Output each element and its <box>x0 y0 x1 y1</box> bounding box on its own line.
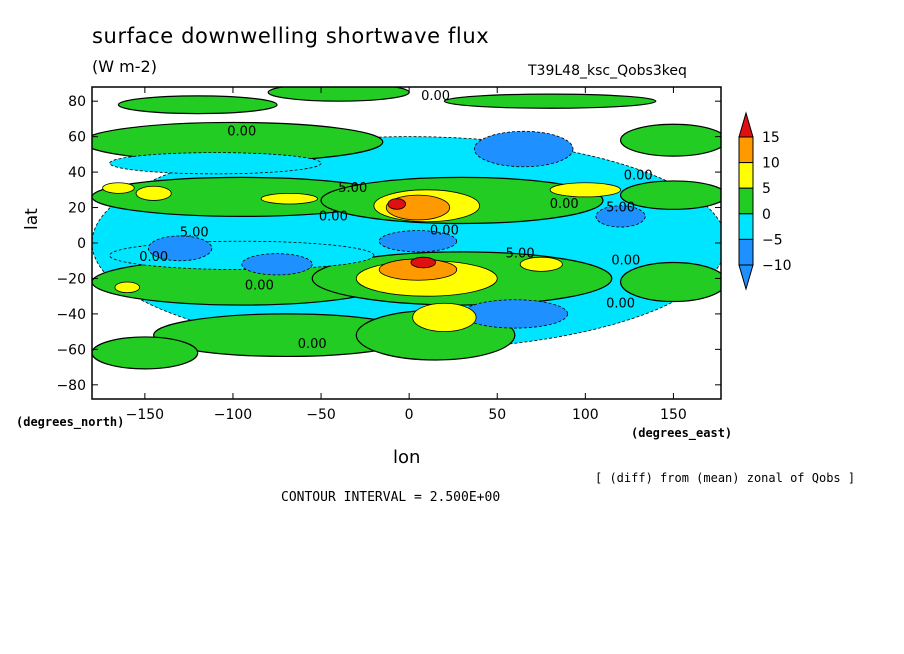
y-tick-label: −80 <box>56 378 86 394</box>
contour-label: 0.00 <box>430 224 459 239</box>
colorbar-label: 0 <box>762 207 771 223</box>
contour-region <box>519 256 563 272</box>
colorbar-box <box>738 136 754 164</box>
colorbar-box <box>738 187 754 215</box>
contour-region <box>619 261 721 303</box>
contour-region <box>619 180 721 210</box>
footnote: [ (diff) from (mean) zonal of Qobs ] <box>595 471 856 485</box>
y-ticks: 80 60 40 20 0 −20 −40 −60 −80 <box>56 94 721 394</box>
colorbar-arrow-bottom <box>738 264 754 291</box>
contour-region <box>410 256 436 269</box>
contour-label: 5.00 <box>180 225 209 240</box>
contour-region <box>378 230 458 253</box>
contour-region <box>241 253 313 276</box>
contour-region <box>412 302 477 333</box>
colorbar-box <box>738 238 754 266</box>
contour-region <box>267 87 410 102</box>
contour-label: 0.00 <box>319 209 348 224</box>
contour-region <box>473 130 574 168</box>
contour-region <box>117 95 278 115</box>
colorbar-box <box>738 213 754 240</box>
contour-label: 5.00 <box>338 181 367 196</box>
contour-region <box>549 182 621 198</box>
contour-label: 5.00 <box>606 201 635 216</box>
x-tick-label: 100 <box>572 407 599 423</box>
y-axis-units: (degrees_north) <box>16 415 125 429</box>
contour-label: 0.00 <box>550 197 579 212</box>
colorbar: 15 10 5 0 −5 −10 <box>738 111 792 291</box>
contour-label: 0.00 <box>139 250 168 265</box>
contour-label: 0.00 <box>606 296 635 311</box>
colorbar-label: −5 <box>762 232 783 248</box>
y-tick-label: −60 <box>56 342 86 358</box>
contour-region <box>147 235 213 262</box>
y-tick-label: 40 <box>68 165 86 181</box>
contour-label: 5.00 <box>506 247 535 262</box>
run-id-label: T39L48_ksc_Qobs3keq <box>528 63 687 79</box>
contour-region <box>109 152 322 175</box>
contour-region <box>461 299 569 329</box>
colorbar-label: 10 <box>762 156 780 172</box>
contour-region <box>260 192 318 205</box>
contour-region <box>102 182 135 194</box>
filled-contours <box>92 87 721 370</box>
contour-label: 0.00 <box>298 337 327 352</box>
contour-label: 0.00 <box>245 279 274 294</box>
contour-region <box>135 185 172 201</box>
colorbar-box <box>738 162 754 189</box>
y-tick-label: −40 <box>56 307 86 323</box>
y-tick-label: 20 <box>68 201 86 217</box>
x-tick-label: −50 <box>306 407 336 423</box>
chart-title: surface downwelling shortwave flux <box>92 24 490 48</box>
contour-label: 0.00 <box>227 124 256 139</box>
contour-region <box>619 123 721 157</box>
y-tick-label: 60 <box>68 130 86 146</box>
colorbar-label: 5 <box>762 181 771 197</box>
x-tick-label: 0 <box>405 407 414 423</box>
chart-units: (W m-2) <box>92 57 157 76</box>
contour-interval: CONTOUR INTERVAL = 2.500E+00 <box>281 490 501 505</box>
x-axis-label: lon <box>393 447 421 468</box>
x-tick-label: 150 <box>660 407 687 423</box>
y-tick-label: −20 <box>56 271 86 287</box>
x-tick-label: −150 <box>126 407 164 423</box>
x-axis-units: (degrees_east) <box>631 426 733 440</box>
contour-labels: 0.00 0.00 0.00 5.00 0.00 5.00 0.00 0.00 5.00 5.00… <box>139 89 652 352</box>
contour-label: 0.00 <box>624 169 653 184</box>
contour-region <box>443 93 657 109</box>
contour-region <box>114 281 140 294</box>
y-tick-label: 80 <box>68 94 86 110</box>
contour-region <box>595 205 646 228</box>
contour-region <box>92 336 199 370</box>
contour-label: 0.00 <box>421 89 450 104</box>
x-ticks: −150 −100 −50 0 50 100 150 <box>126 87 687 423</box>
contour-region <box>387 198 407 210</box>
colorbar-label: −10 <box>762 258 792 274</box>
x-tick-label: 50 <box>488 407 506 423</box>
contour-label: 0.00 <box>611 254 640 269</box>
y-tick-label: 0 <box>77 236 86 252</box>
x-tick-label: −100 <box>214 407 252 423</box>
colorbar-label: 15 <box>762 130 780 146</box>
colorbar-arrow-top <box>738 111 754 138</box>
